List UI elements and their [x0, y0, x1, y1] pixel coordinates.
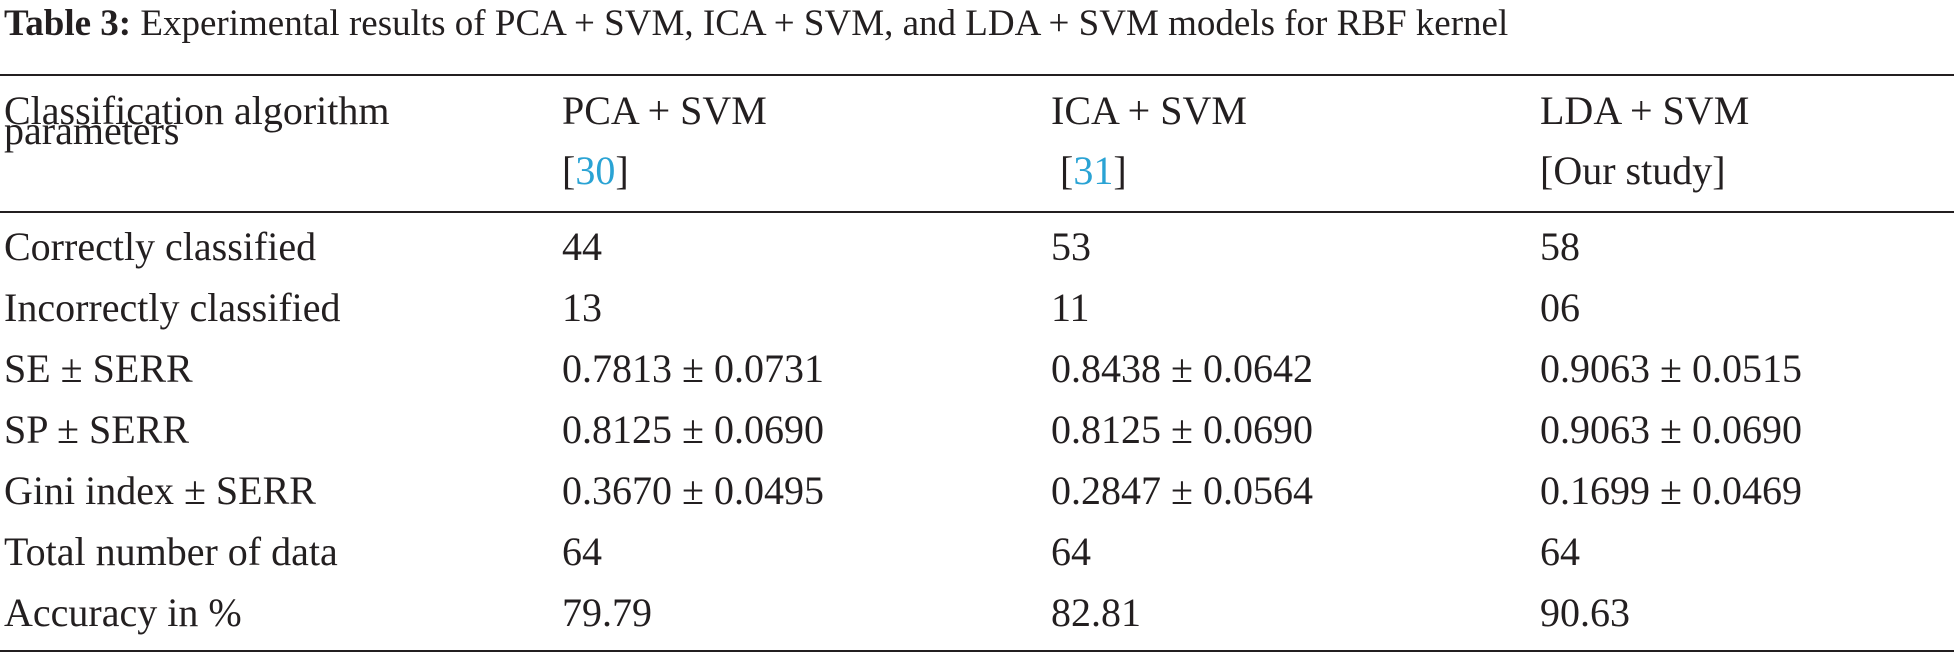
- row-lda-value: 06: [1540, 285, 1580, 330]
- row-pca-value: 0.3670 ± 0.0495: [562, 468, 824, 513]
- row-param: Total number of data: [4, 529, 338, 574]
- row-param: SE ± SERR: [4, 346, 193, 391]
- header-ica-citation: [31]: [1060, 146, 1127, 196]
- table-row: Accuracy in % 79.79 82.81 90.63: [0, 584, 1954, 645]
- row-lda-value: 58: [1540, 224, 1580, 269]
- table-caption: Table 3: Experimental results of PCA + S…: [4, 0, 1508, 48]
- row-pca-value: 0.8125 ± 0.0690: [562, 407, 824, 452]
- table-header-rule: [0, 211, 1954, 213]
- row-pca-value: 0.7813 ± 0.0731: [562, 346, 824, 391]
- table-caption-text: Experimental results of PCA + SVM, ICA +…: [140, 3, 1509, 44]
- row-pca-value: 64: [562, 529, 602, 574]
- row-pca-value: 44: [562, 224, 602, 269]
- header-our-study: [Our study]: [1540, 148, 1726, 193]
- row-ica-value: 0.8438 ± 0.0642: [1051, 346, 1313, 391]
- bracket-close: ]: [615, 148, 629, 193]
- row-ica-value: 64: [1051, 529, 1091, 574]
- row-lda-value: 90.63: [1540, 590, 1630, 635]
- row-param: Gini index ± SERR: [4, 468, 316, 513]
- table-row: Total number of data 64 64 64: [0, 523, 1954, 584]
- row-param: SP ± SERR: [4, 407, 189, 452]
- header-pca-svm: PCA + SVM: [562, 88, 767, 133]
- table-top-rule: [0, 74, 1954, 76]
- header-parameters-line1: Classification algorithm: [4, 88, 390, 133]
- header-pca-citation: [30]: [562, 146, 629, 196]
- row-param: Accuracy in %: [4, 590, 242, 635]
- bracket-open: [: [1060, 148, 1074, 193]
- row-ica-value: 0.2847 ± 0.0564: [1051, 468, 1313, 513]
- table-row: Incorrectly classified 13 11 06: [0, 279, 1954, 340]
- header-ica-svm: ICA + SVM: [1051, 88, 1247, 133]
- citation-link-30[interactable]: 30: [575, 148, 616, 193]
- table-bottom-rule: [0, 650, 1954, 652]
- table-caption-label: Table 3:: [4, 3, 132, 44]
- row-ica-value: 82.81: [1051, 590, 1141, 635]
- row-pca-value: 79.79: [562, 590, 652, 635]
- citation-link-31[interactable]: 31: [1073, 148, 1114, 193]
- row-ica-value: 53: [1051, 224, 1091, 269]
- table-row: Gini index ± SERR 0.3670 ± 0.0495 0.2847…: [0, 462, 1954, 523]
- table-row: SE ± SERR 0.7813 ± 0.0731 0.8438 ± 0.064…: [0, 340, 1954, 401]
- row-lda-value: 64: [1540, 529, 1580, 574]
- bracket-open: [: [562, 148, 576, 193]
- row-lda-value: 0.9063 ± 0.0690: [1540, 407, 1802, 452]
- row-param: Correctly classified: [4, 224, 317, 269]
- row-ica-value: 0.8125 ± 0.0690: [1051, 407, 1313, 452]
- table-row: SP ± SERR 0.8125 ± 0.0690 0.8125 ± 0.069…: [0, 401, 1954, 462]
- row-param: Incorrectly classified: [4, 285, 341, 330]
- bracket-close: ]: [1113, 148, 1127, 193]
- header-parameters-line2: parameters: [4, 108, 180, 153]
- row-ica-value: 11: [1051, 285, 1090, 330]
- row-pca-value: 13: [562, 285, 602, 330]
- table-row: Correctly classified 44 53 58: [0, 218, 1954, 279]
- row-lda-value: 0.1699 ± 0.0469: [1540, 468, 1802, 513]
- row-lda-value: 0.9063 ± 0.0515: [1540, 346, 1802, 391]
- header-lda-svm: LDA + SVM: [1540, 88, 1750, 133]
